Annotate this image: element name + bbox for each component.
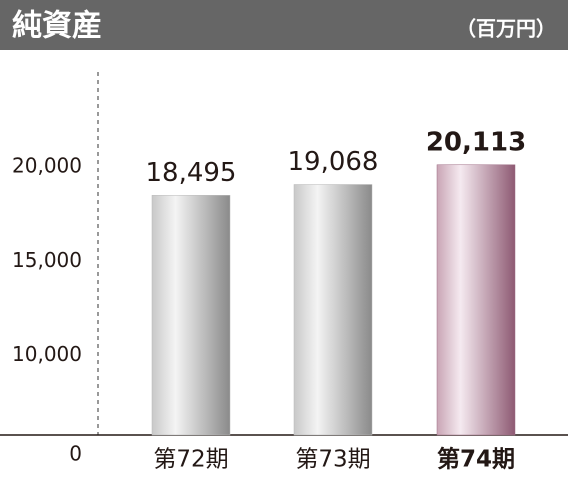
y-tick-label: 15,000 bbox=[12, 248, 82, 272]
bar bbox=[151, 195, 231, 436]
unit-label: （百万円） bbox=[456, 17, 556, 41]
x-tick-label: 第73期 bbox=[295, 447, 370, 473]
header-bar bbox=[0, 0, 568, 50]
x-tick-label: 第72期 bbox=[153, 447, 228, 473]
chart-title: 純資産 bbox=[12, 9, 102, 44]
value-label: 18,495 bbox=[146, 158, 237, 188]
y-tick-label: 0 bbox=[69, 442, 82, 466]
value-label: 20,113 bbox=[426, 127, 526, 157]
x-tick-label: 第74期 bbox=[437, 446, 515, 473]
bar bbox=[293, 184, 373, 436]
y-tick-label: 20,000 bbox=[12, 153, 82, 177]
value-label: 19,068 bbox=[288, 147, 379, 177]
y-tick-label: 10,000 bbox=[12, 342, 82, 366]
bar bbox=[436, 164, 516, 436]
